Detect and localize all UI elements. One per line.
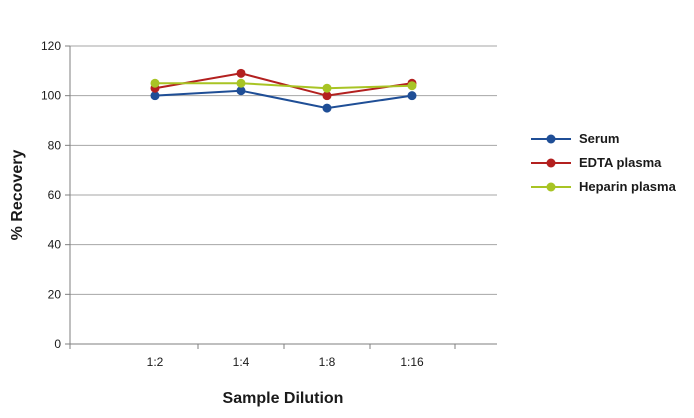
series-heparin-plasma [150, 78, 417, 93]
y-tick-label-0: 0 [54, 337, 61, 351]
point-serum-1-4 [236, 86, 246, 96]
legend-item-serum: Serum [531, 131, 619, 146]
point-heparin-plasma-1-4 [236, 78, 246, 88]
series-serum [150, 86, 417, 113]
y-tick-label-100: 100 [41, 89, 61, 103]
point-edta-plasma-1-4 [236, 68, 246, 78]
gridlines [70, 45, 497, 295]
point-heparin-plasma-1-2 [150, 78, 160, 88]
x-tick-label-1:2: 1:2 [147, 355, 164, 369]
y-tick-label-40: 40 [48, 238, 62, 252]
line-heparin-plasma [155, 82, 413, 90]
point-edta-plasma-1-8 [322, 91, 332, 101]
point-heparin-plasma-1-8 [322, 83, 332, 93]
legend-marker-heparin-plasma [546, 182, 556, 192]
y-tick-label-20: 20 [48, 287, 62, 301]
x-tick-label-1:16: 1:16 [400, 355, 424, 369]
legend-marker-serum [546, 134, 556, 144]
x-tick-label-1:4: 1:4 [233, 355, 250, 369]
line-serum [154, 89, 413, 110]
x-axis-title: Sample Dilution [223, 390, 344, 407]
line-edta-plasma [154, 72, 413, 97]
point-serum-1-16 [407, 91, 417, 101]
legend-label-heparin-plasma: Heparin plasma [579, 179, 677, 194]
legend: Serum EDTA plasma Heparin plasma [531, 131, 677, 194]
axes [65, 45, 497, 349]
legend-marker-edta-plasma [546, 158, 556, 168]
y-tick-label-80: 80 [48, 138, 62, 152]
legend-item-heparin-plasma: Heparin plasma [531, 179, 677, 194]
x-tick-label-1:8: 1:8 [319, 355, 336, 369]
legend-label-serum: Serum [579, 131, 619, 146]
point-serum-1-8 [322, 103, 332, 113]
point-serum-1-2 [150, 91, 160, 101]
legend-label-edta-plasma: EDTA plasma [579, 155, 662, 170]
legend-item-edta-plasma: EDTA plasma [531, 155, 662, 170]
series-lines [150, 68, 417, 113]
point-heparin-plasma-1-16 [407, 81, 417, 91]
y-tick-label-120: 120 [41, 39, 61, 53]
y-axis-title: % Recovery [9, 150, 26, 241]
tick-labels: 0 20 40 60 80 100 120 1:2 1:4 1:8 1:16 [41, 39, 424, 369]
y-tick-label-60: 60 [48, 188, 62, 202]
